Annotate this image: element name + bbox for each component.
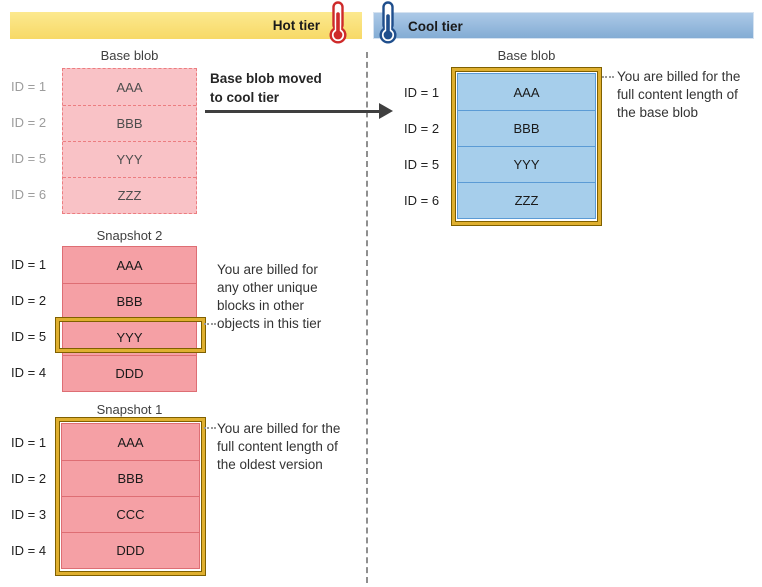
block-cell: DDD [63, 355, 196, 391]
cool-base-blob-ids: ID = 1 ID = 2 ID = 5 ID = 6 [404, 74, 448, 218]
dotted-leader [602, 76, 614, 78]
block-cell: YYY [63, 141, 196, 177]
block-id: ID = 5 [11, 328, 47, 344]
block-id: ID = 1 [404, 84, 440, 100]
hot-thermometer-icon [329, 1, 347, 44]
block-id: ID = 4 [11, 364, 47, 380]
snapshot2-annotation: You are billed for any other unique bloc… [217, 262, 322, 331]
cool-base-blob-table: AAA BBB YYY ZZZ [457, 73, 596, 219]
block-id: ID = 5 [11, 150, 47, 166]
dotted-leader [204, 323, 216, 325]
block-cell: DDD [62, 532, 199, 568]
cool-base-blob-billed-highlight: AAA BBB YYY ZZZ [451, 67, 602, 226]
block-id: ID = 5 [404, 156, 440, 172]
tier-divider-line [366, 52, 368, 583]
snapshot2-title: Snapshot 2 [96, 228, 163, 243]
block-cell: AAA [513, 84, 540, 100]
block-id: ID = 2 [404, 120, 440, 136]
move-arrow-line [205, 110, 381, 113]
block-cell: BBB [63, 283, 196, 319]
dotted-leader [204, 427, 216, 429]
block-id: ID = 2 [11, 470, 47, 486]
block-cell: BBB [62, 460, 199, 496]
hot-tier-label: Hot tier [272, 18, 320, 33]
hot-tier-bar: Hot tier [10, 12, 362, 39]
block-cell: YYY [458, 146, 595, 182]
cool-thermometer-icon [379, 1, 397, 44]
block-id: ID = 1 [11, 434, 47, 450]
snapshot1-ids: ID = 1 ID = 2 ID = 3 ID = 4 [11, 424, 59, 568]
cool-base-blob-title: Base blob [497, 48, 556, 63]
hot-base-blob-title: Base blob [100, 48, 159, 63]
snapshot1-title: Snapshot 1 [96, 402, 163, 417]
snapshot2-unique-block-highlight [55, 317, 206, 353]
block-id: ID = 4 [11, 542, 47, 558]
block-cell: CCC [62, 496, 199, 532]
snapshot1-annotation: You are billed for the full content leng… [217, 421, 341, 472]
block-cell: ZZZ [458, 182, 595, 218]
cool-base-blob-annotation: You are billed for the full content leng… [617, 69, 741, 120]
snapshot1-billed-highlight: AAA BBB CCC DDD [55, 417, 206, 576]
block-cell: AAA [116, 79, 143, 95]
block-cell: AAA [117, 434, 144, 450]
move-arrow-label: Base blob moved to cool tier [210, 71, 322, 105]
block-id: ID = 1 [11, 78, 47, 94]
block-id: ID = 2 [11, 292, 47, 308]
block-id: ID = 3 [11, 506, 47, 522]
snapshot2-ids: ID = 1 ID = 2 ID = 5 ID = 4 [11, 246, 59, 390]
snapshot1-table: AAA BBB CCC DDD [61, 423, 200, 569]
block-id: ID = 2 [11, 114, 47, 130]
block-id: ID = 6 [404, 192, 440, 208]
block-id: ID = 1 [11, 256, 47, 272]
block-cell: AAA [116, 257, 143, 273]
block-cell: BBB [63, 105, 196, 141]
hot-base-blob-table: AAA BBB YYY ZZZ [62, 68, 197, 214]
move-arrow-head-icon [379, 103, 393, 119]
hot-base-blob-ids: ID = 1 ID = 2 ID = 5 ID = 6 [11, 68, 59, 212]
cool-tier-label: Cool tier [408, 19, 463, 34]
cool-tier-bar: Cool tier [373, 12, 754, 39]
block-cell: BBB [458, 110, 595, 146]
block-cell: ZZZ [63, 177, 196, 213]
block-id: ID = 6 [11, 186, 47, 202]
